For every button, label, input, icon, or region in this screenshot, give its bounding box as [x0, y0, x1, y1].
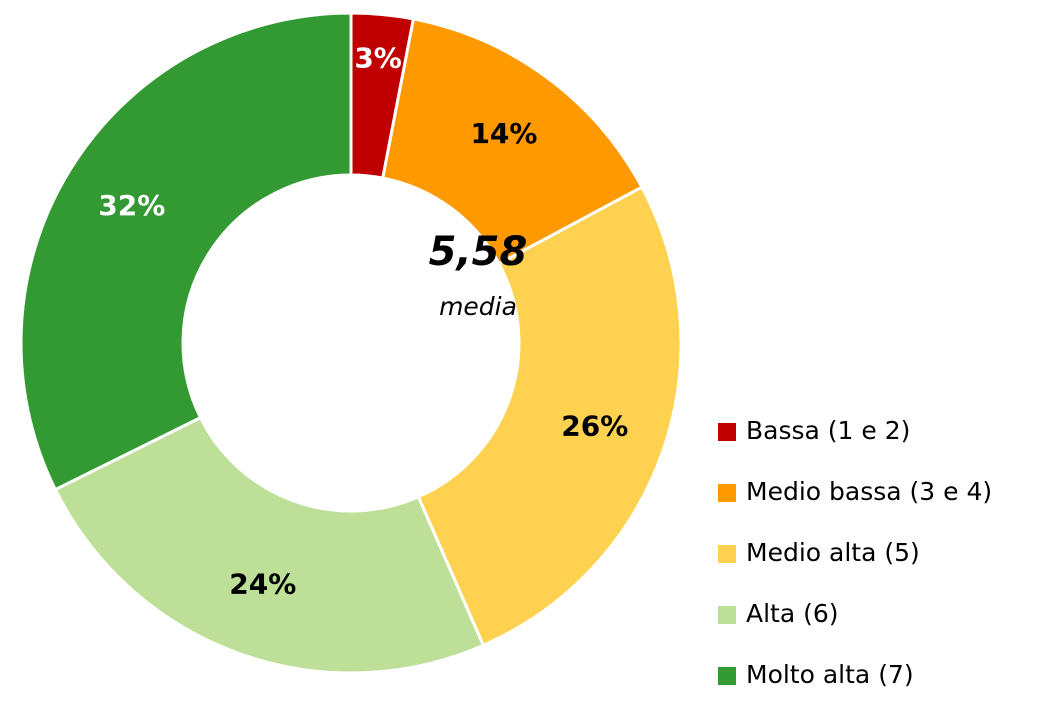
slice	[381, 17, 644, 266]
slice	[19, 11, 353, 492]
data-label: 26%	[561, 409, 628, 442]
legend-swatch	[718, 545, 736, 563]
legend-swatch	[718, 606, 736, 624]
legend-label: Bassa (1 e 2)	[746, 416, 910, 445]
donut: 3% 14% 26% 24% 32%	[19, 11, 683, 675]
legend-label: Alta (6)	[746, 599, 839, 628]
data-label: 3%	[354, 41, 402, 74]
legend-swatch	[718, 667, 736, 685]
center-value: 5,58	[429, 229, 528, 275]
data-label: 32%	[98, 189, 165, 222]
data-label: 24%	[229, 567, 296, 600]
center-caption: media	[439, 292, 517, 321]
slice	[416, 185, 683, 648]
data-label: 14%	[470, 117, 537, 150]
slice	[53, 415, 486, 675]
legend-label: Molto alta (7)	[746, 660, 914, 689]
legend-label: Medio bassa (3 e 4)	[746, 477, 992, 506]
legend-label: Medio alta (5)	[746, 538, 920, 567]
legend-swatch	[718, 484, 736, 502]
legend: Bassa (1 e 2) Medio bassa (3 e 4) Medio al…	[718, 416, 992, 689]
legend-swatch	[718, 423, 736, 441]
